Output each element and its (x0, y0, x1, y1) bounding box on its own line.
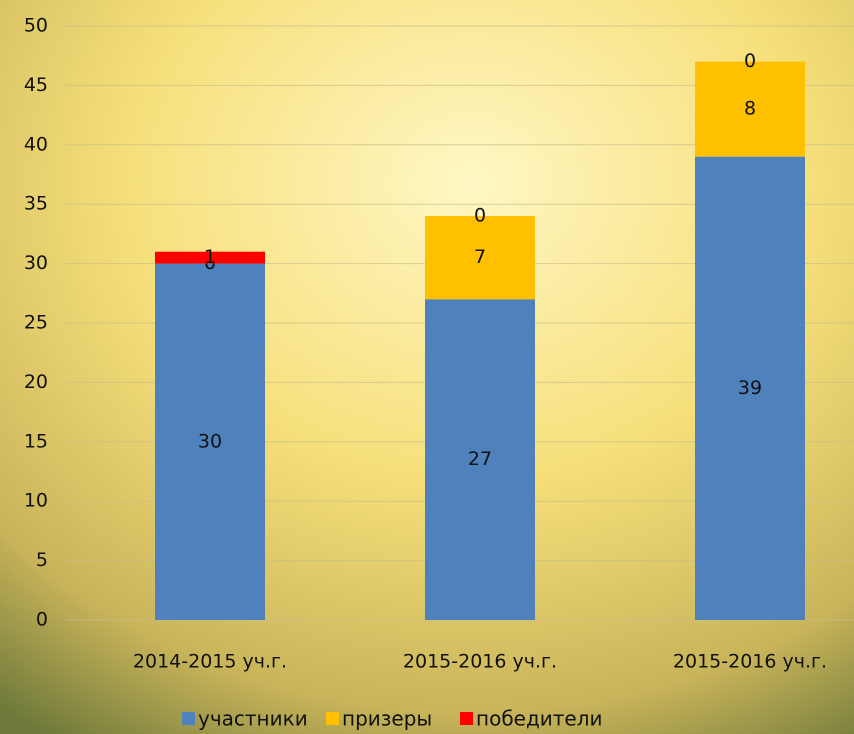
x-tick-label: 2015-2016 уч.г. (403, 651, 557, 673)
y-tick-label: 50 (24, 15, 48, 37)
legend-swatch (326, 712, 339, 725)
data-label: 7 (474, 246, 486, 268)
x-tick-label: 2014-2015 уч.г. (133, 651, 287, 673)
y-tick-label: 0 (36, 609, 48, 631)
y-tick-label: 40 (24, 133, 48, 155)
legend-label: участники (198, 707, 308, 731)
page: 0 5 10 15 20 25 30 35 40 45 50 2014-2015 уч.г. 30 0 1 2… (0, 0, 854, 734)
y-tick-label: 15 (24, 430, 48, 452)
legend-swatch (182, 712, 195, 725)
data-label: 1 (204, 246, 216, 268)
data-label: 0 (474, 205, 486, 227)
x-tick-label: 2015-2016 уч.г. (673, 651, 827, 673)
data-label: 30 (198, 430, 222, 452)
legend-label: призеры (342, 707, 432, 731)
y-tick-label: 25 (24, 312, 48, 334)
y-tick-label: 35 (24, 193, 48, 215)
y-tick-label: 30 (24, 252, 48, 274)
data-label: 39 (738, 377, 762, 399)
y-tick-label: 45 (24, 74, 48, 96)
data-label: 27 (468, 448, 492, 470)
y-tick-label: 5 (36, 549, 48, 571)
legend-swatch (460, 712, 473, 725)
y-tick-label: 10 (24, 490, 48, 512)
y-tick-label: 20 (24, 371, 48, 393)
chart: 0 5 10 15 20 25 30 35 40 45 50 2014-2015 уч.г. 30 0 1 2… (0, 0, 854, 734)
data-label: 0 (744, 50, 756, 72)
data-label: 8 (744, 98, 756, 120)
legend-label: победители (476, 707, 603, 731)
